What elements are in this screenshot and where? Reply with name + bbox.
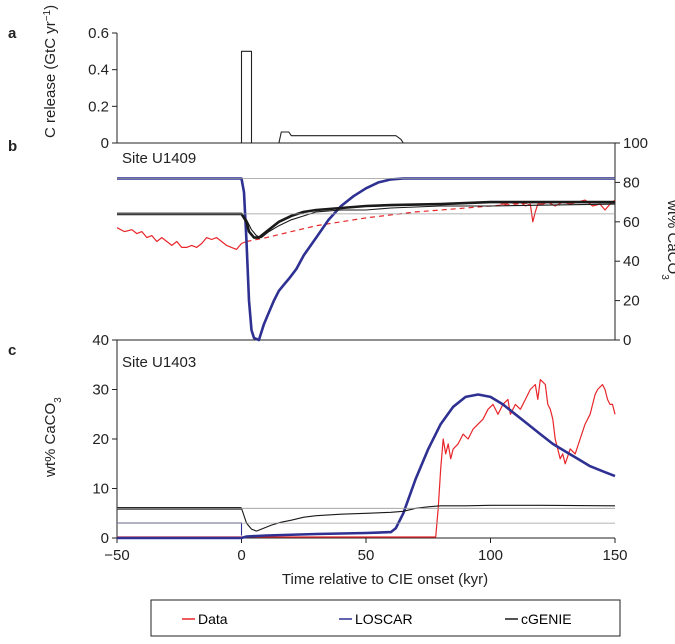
y-tick-label-a-0: 0: [101, 135, 109, 152]
x-tick-label-3: 100: [478, 547, 503, 564]
y-tick-label-a-1: 0.2: [88, 98, 109, 115]
y-tick-label-c-3: 30: [92, 382, 109, 399]
series-c-data-solid-0: [117, 379, 616, 538]
series-c-loscar-bold-1: [117, 393, 616, 540]
site-label-u1403: Site U1403: [122, 354, 196, 371]
x-tick-label-4: 150: [602, 547, 627, 564]
panel-label-a: a: [8, 25, 17, 42]
legend: Data LOSCAR cGENIE: [150, 599, 621, 637]
x-tick-label-2: 50: [358, 547, 375, 564]
x-tick-label-0: −50: [104, 547, 129, 564]
y-axis-title-panel-c: wt% CaCO3: [42, 397, 64, 478]
panel-a-emission-chart: 0 0.2 0.4 0.6: [88, 25, 615, 152]
y-tick-label-b-3: 60: [623, 214, 640, 231]
site-label-u1409: Site U1409: [122, 150, 196, 167]
y-axis-title-panel-a: C release (GtC yr−1): [42, 5, 60, 138]
y-tick-label-a-2: 0.4: [88, 62, 109, 79]
y-tick-label-b-0: 0: [623, 332, 631, 349]
y-tick-label-c-0: 0: [101, 530, 109, 547]
y-tick-label-a-3: 0.6: [88, 25, 109, 42]
series-c-loscar-thin-2: [117, 522, 243, 536]
y-tick-label-c-1: 10: [92, 481, 109, 498]
panel-label-b: b: [8, 138, 17, 155]
series-b-data-solid-0: [116, 227, 247, 250]
panel-label-c: c: [8, 342, 16, 359]
y-tick-label-b-5: 100: [623, 135, 648, 152]
series-b-cgenie-thin-6: [241, 203, 616, 239]
y-tick-label-b-2: 40: [623, 253, 640, 270]
y-axis-title-panel-b: wt% CaCO3: [660, 199, 675, 280]
x-tick-label-1: 0: [237, 547, 245, 564]
y-tick-label-c-4: 40: [92, 332, 109, 349]
series-b-cgenie-bold-5: [117, 200, 615, 239]
y-tick-label-b-4: 80: [623, 174, 640, 191]
legend-label-loscar: LOSCAR: [355, 611, 413, 627]
series-b-loscar-bold-3: [117, 177, 615, 342]
panel-b-site-u1409-chart: 0 20 40 60 80 100: [116, 135, 648, 349]
y-tick-label-b-1: 20: [623, 293, 640, 310]
series-a-emission-line-0: [117, 50, 615, 144]
legend-label-data: Data: [198, 611, 228, 627]
legend-box: [150, 599, 621, 637]
x-axis-title: Time relative to CIE onset (kyr): [282, 571, 488, 588]
y-tick-label-c-2: 20: [92, 431, 109, 448]
legend-label-cgenie: cGENIE: [521, 611, 572, 627]
series-c-cgenie-thin-4: [240, 504, 616, 532]
